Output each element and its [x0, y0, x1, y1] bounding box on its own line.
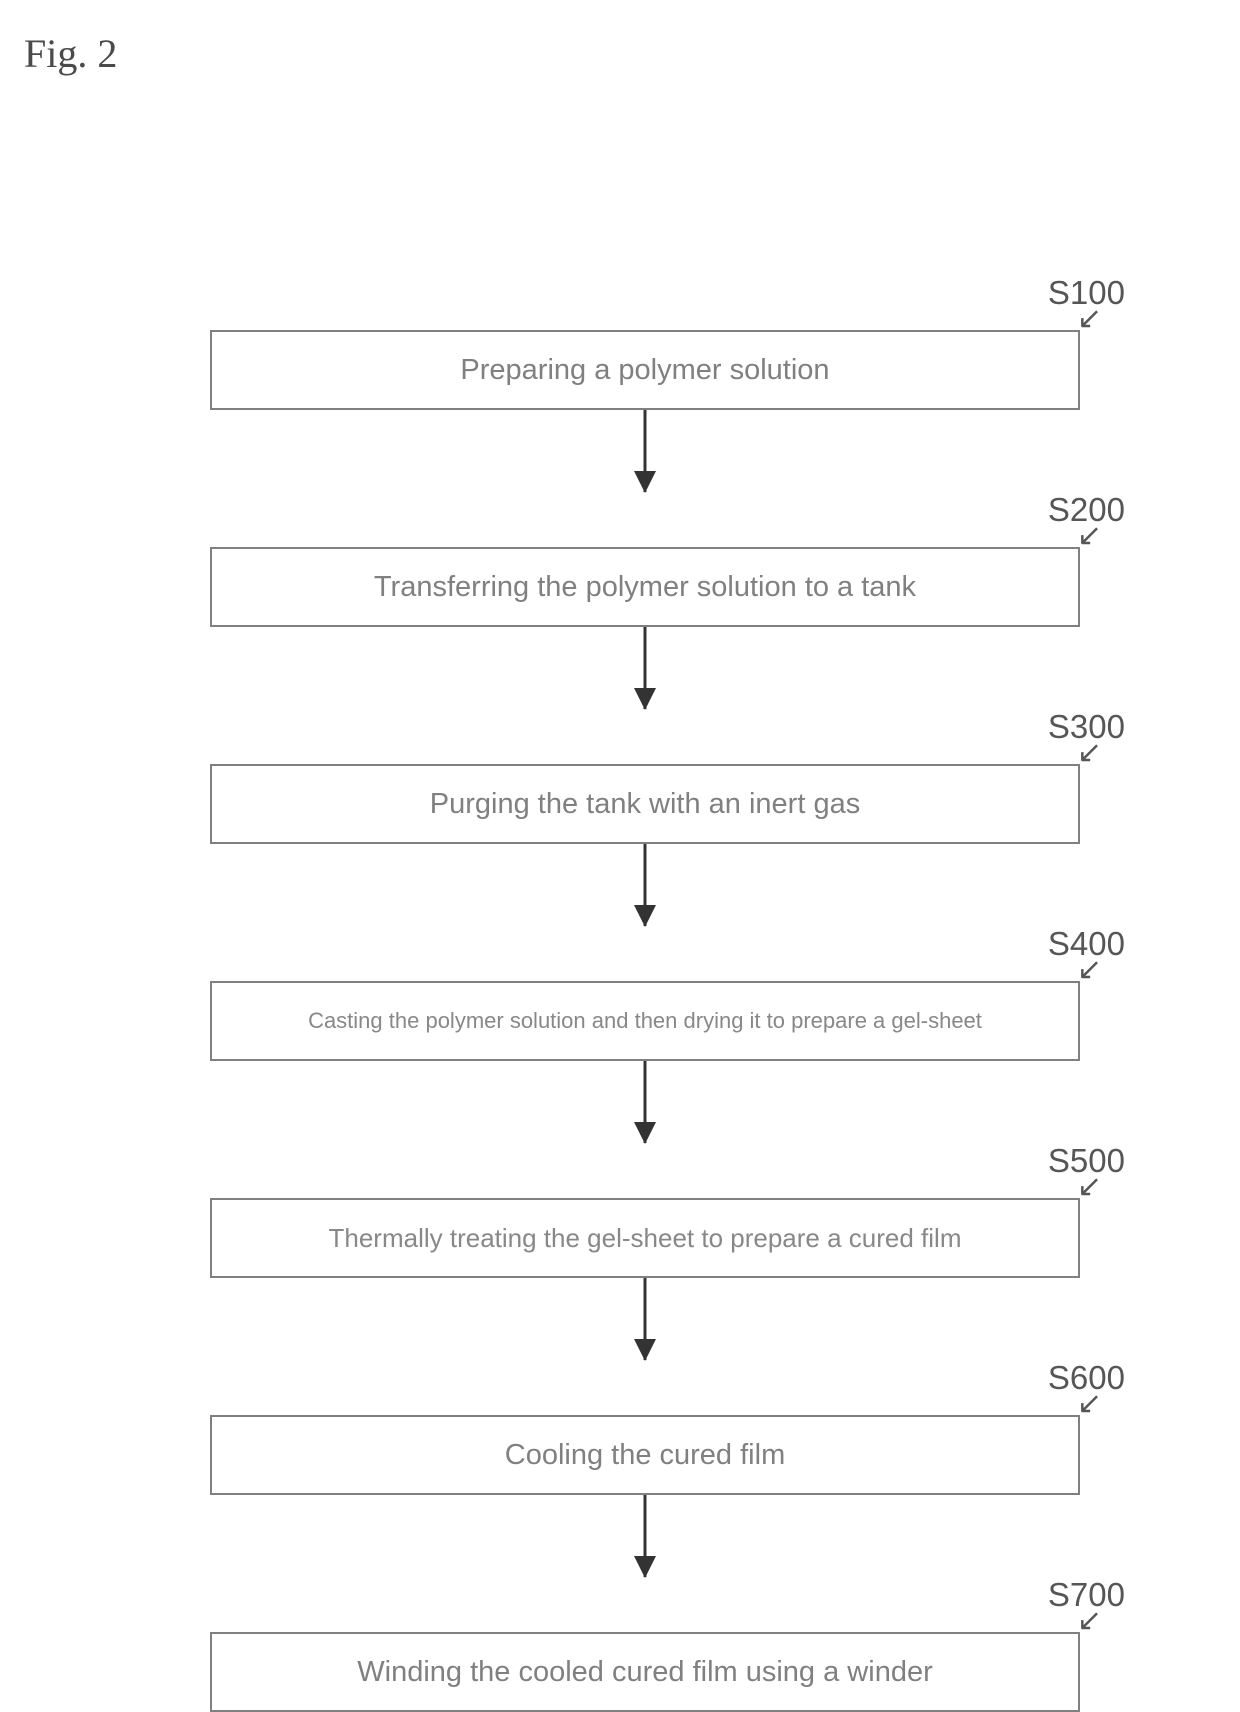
flow-box: Purging the tank with an inert gas — [210, 764, 1080, 844]
step-label-row: S500↙ — [210, 1143, 1080, 1198]
flow-box: Cooling the cured film — [210, 1415, 1080, 1495]
step-label-row: S300↙ — [210, 709, 1080, 764]
step-label-row: S200↙ — [210, 492, 1080, 547]
flow-box: Casting the polymer solution and then dr… — [210, 981, 1080, 1061]
leader-arrow-icon: ↙ — [1077, 735, 1102, 770]
leader-arrow-icon: ↙ — [1077, 952, 1102, 987]
flow-step: S500↙Thermally treating the gel-sheet to… — [210, 1143, 1080, 1278]
flow-box: Transferring the polymer solution to a t… — [210, 547, 1080, 627]
flow-box: Preparing a polymer solution — [210, 330, 1080, 410]
step-label-row: S100↙ — [210, 275, 1080, 330]
flow-box: Winding the cooled cured film using a wi… — [210, 1632, 1080, 1712]
figure-page: Fig. 2 S100↙Preparing a polymer solution… — [0, 0, 1240, 1705]
flow-step: S200↙Transferring the polymer solution t… — [210, 492, 1080, 627]
flowchart: S100↙Preparing a polymer solution S200↙Tr… — [210, 275, 1080, 1712]
leader-arrow-icon: ↙ — [1077, 1169, 1102, 1204]
figure-caption: Fig. 2 — [24, 30, 117, 77]
leader-arrow-icon: ↙ — [1077, 518, 1102, 553]
flow-step: S300↙Purging the tank with an inert gas — [210, 709, 1080, 844]
step-label-row: S400↙ — [210, 926, 1080, 981]
step-label-row: S600↙ — [210, 1360, 1080, 1415]
leader-arrow-icon: ↙ — [1077, 1386, 1102, 1421]
flow-step: S600↙Cooling the cured film — [210, 1360, 1080, 1495]
flow-step: S700↙Winding the cooled cured film using… — [210, 1577, 1080, 1712]
flow-step: S100↙Preparing a polymer solution — [210, 275, 1080, 410]
step-label-row: S700↙ — [210, 1577, 1080, 1632]
leader-arrow-icon: ↙ — [1077, 301, 1102, 336]
flow-step: S400↙Casting the polymer solution and th… — [210, 926, 1080, 1061]
flow-box: Thermally treating the gel-sheet to prep… — [210, 1198, 1080, 1278]
leader-arrow-icon: ↙ — [1077, 1603, 1102, 1638]
